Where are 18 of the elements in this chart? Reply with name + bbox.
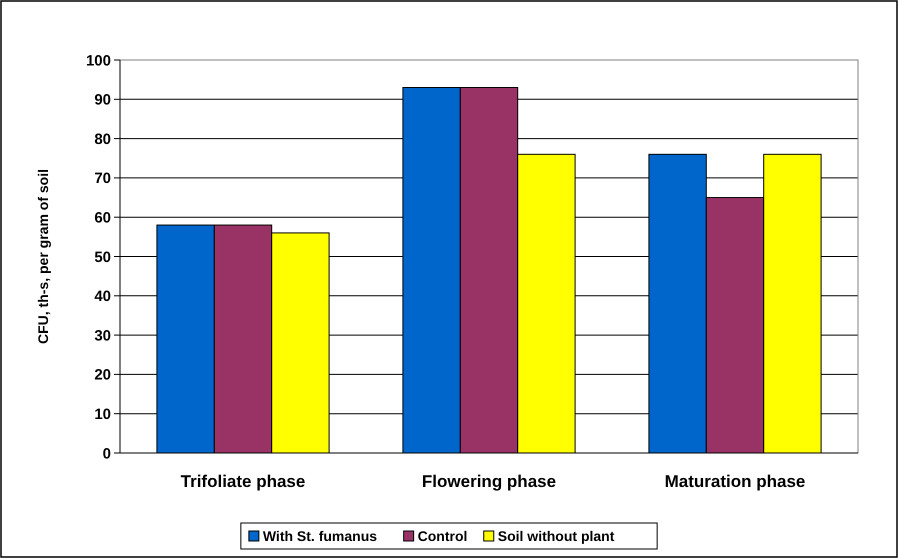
y-tick-label: 40 [94, 288, 111, 306]
y-tick-label: 100 [86, 52, 111, 70]
y-axis-title: CFU, th-s, per gram of soil [35, 168, 51, 344]
y-tick-label: 10 [94, 406, 111, 423]
x-tick-label: Trifoliate phase [180, 472, 306, 491]
legend-label: Control [418, 528, 468, 544]
x-tick-label: Flowering phase [422, 472, 556, 491]
y-tick-label: 70 [94, 170, 111, 188]
y-tick-label: 20 [94, 366, 111, 384]
y-tick-label: 30 [94, 327, 111, 344]
x-tick-label: Maturation phase [664, 472, 806, 491]
legend-label: With St. fumanus [262, 528, 378, 544]
y-tick-label: 50 [94, 248, 111, 266]
y-tick-label: 90 [94, 92, 111, 109]
legend-label: Soil without plant [498, 528, 615, 544]
y-tick-label: 60 [94, 209, 111, 226]
y-tick-label: 0 [102, 445, 111, 462]
y-tick-label: 80 [94, 130, 111, 148]
